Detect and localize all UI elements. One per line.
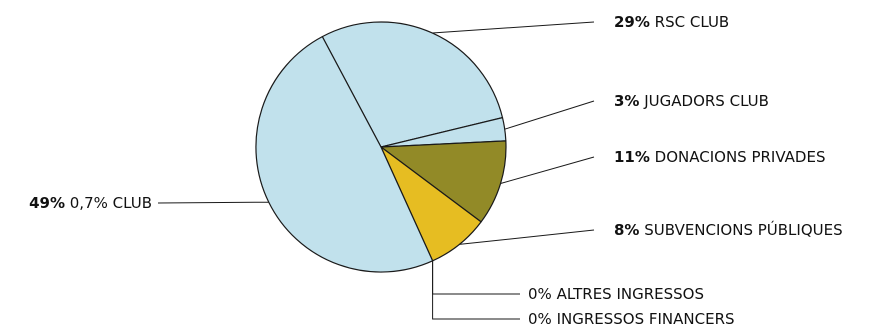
label-ingressos-financers: 0% INGRESSOS FINANCERS: [528, 310, 735, 327]
slice-name: 0,7% CLUB: [65, 194, 152, 212]
label-altres-ingressos: 0% ALTRES INGRESSOS: [528, 285, 704, 303]
leader-line-ingressos-financers: [432, 260, 520, 320]
slice-percent: 11%: [614, 148, 650, 166]
leader-lines: [157, 21, 595, 320]
leader-line-rsc-club: [432, 21, 595, 34]
pie-slices: [255, 21, 507, 273]
slice-percent: 0%: [528, 285, 552, 303]
slice-labels: 29% RSC CLUB 3% JUGADORS CLUB 11% DONACION…: [29, 13, 843, 327]
slice-name: DONACIONS PRIVADES: [650, 148, 826, 166]
leader-line-0-7-club: [157, 201, 269, 204]
slice-percent: 29%: [614, 13, 650, 31]
slice-name: INGRESSOS FINANCERS: [552, 310, 735, 327]
leader-line-jugadors-club: [504, 100, 595, 130]
leader-line-altres-ingressos: [432, 260, 520, 295]
label-subvencions-publiques: 8% SUBVENCIONS PÚBLIQUES: [614, 220, 843, 239]
label-0-7-club: 49% 0,7% CLUB: [29, 194, 152, 212]
slice-name: SUBVENCIONS PÚBLIQUES: [639, 220, 842, 239]
label-rsc-club: 29% RSC CLUB: [614, 13, 729, 31]
slice-name: RSC CLUB: [650, 13, 729, 31]
leader-line-subvencions-publiques: [459, 229, 595, 245]
slice-name: ALTRES INGRESSOS: [552, 285, 704, 303]
leader-line-donacions-privades: [500, 156, 595, 184]
slice-percent: 0%: [528, 310, 552, 327]
label-donacions-privades: 11% DONACIONS PRIVADES: [614, 148, 825, 166]
slice-name: JUGADORS CLUB: [639, 92, 768, 110]
label-jugadors-club: 3% JUGADORS CLUB: [614, 92, 769, 110]
slice-percent: 8%: [614, 221, 639, 239]
slice-percent: 49%: [29, 194, 65, 212]
slice-percent: 3%: [614, 92, 639, 110]
